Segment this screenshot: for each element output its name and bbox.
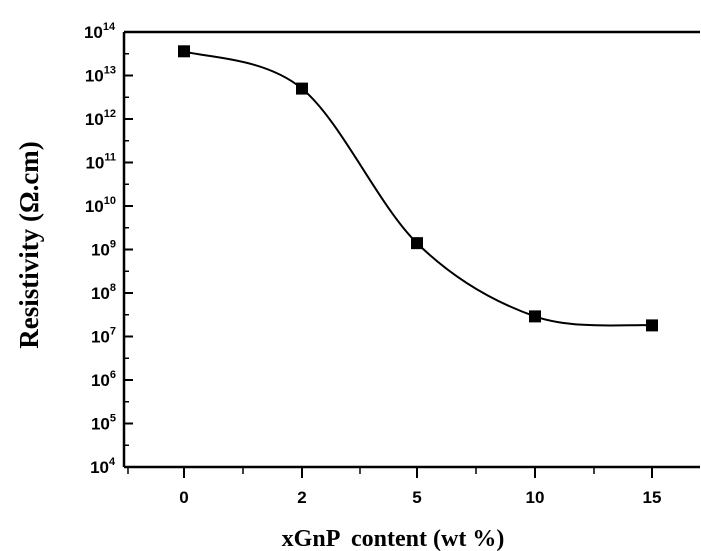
y-axis-title: Resistivity (Ω.cm)	[14, 141, 44, 349]
data-markers	[178, 45, 658, 332]
data-point-marker	[296, 82, 308, 95]
data-point-marker	[178, 45, 190, 58]
x-tick-label: 15	[643, 488, 662, 507]
x-tick-label: 10	[526, 488, 545, 507]
x-axis: 0 2 5 10 15	[127, 467, 662, 507]
x-tick-label: 5	[412, 488, 421, 507]
y-tick-label: 1013	[85, 65, 116, 86]
y-tick-label: 108	[91, 282, 116, 303]
y-tick-label: 1014	[84, 21, 116, 42]
y-tick-label: 106	[91, 369, 116, 390]
y-axis: 104 105 106 107 108 109 1010 1011 1012 1013 1014	[84, 21, 133, 477]
plot-frame	[122, 30, 700, 469]
data-point-marker	[646, 319, 658, 332]
x-tick-label: 0	[179, 488, 188, 507]
x-axis-title: xGnP content (wt %)	[282, 526, 505, 551]
y-tick-label: 1011	[85, 152, 116, 173]
y-tick-label: 1012	[85, 108, 116, 129]
y-tick-label: 104	[90, 456, 116, 477]
fit-curve	[183, 50, 653, 327]
data-point-marker	[529, 310, 541, 323]
x-tick-label: 2	[297, 488, 306, 507]
y-tick-label: 109	[91, 239, 116, 260]
y-tick-label: 1010	[85, 195, 116, 216]
y-tick-label: 105	[91, 413, 116, 434]
y-tick-label: 107	[91, 326, 116, 347]
data-point-marker	[411, 237, 423, 250]
